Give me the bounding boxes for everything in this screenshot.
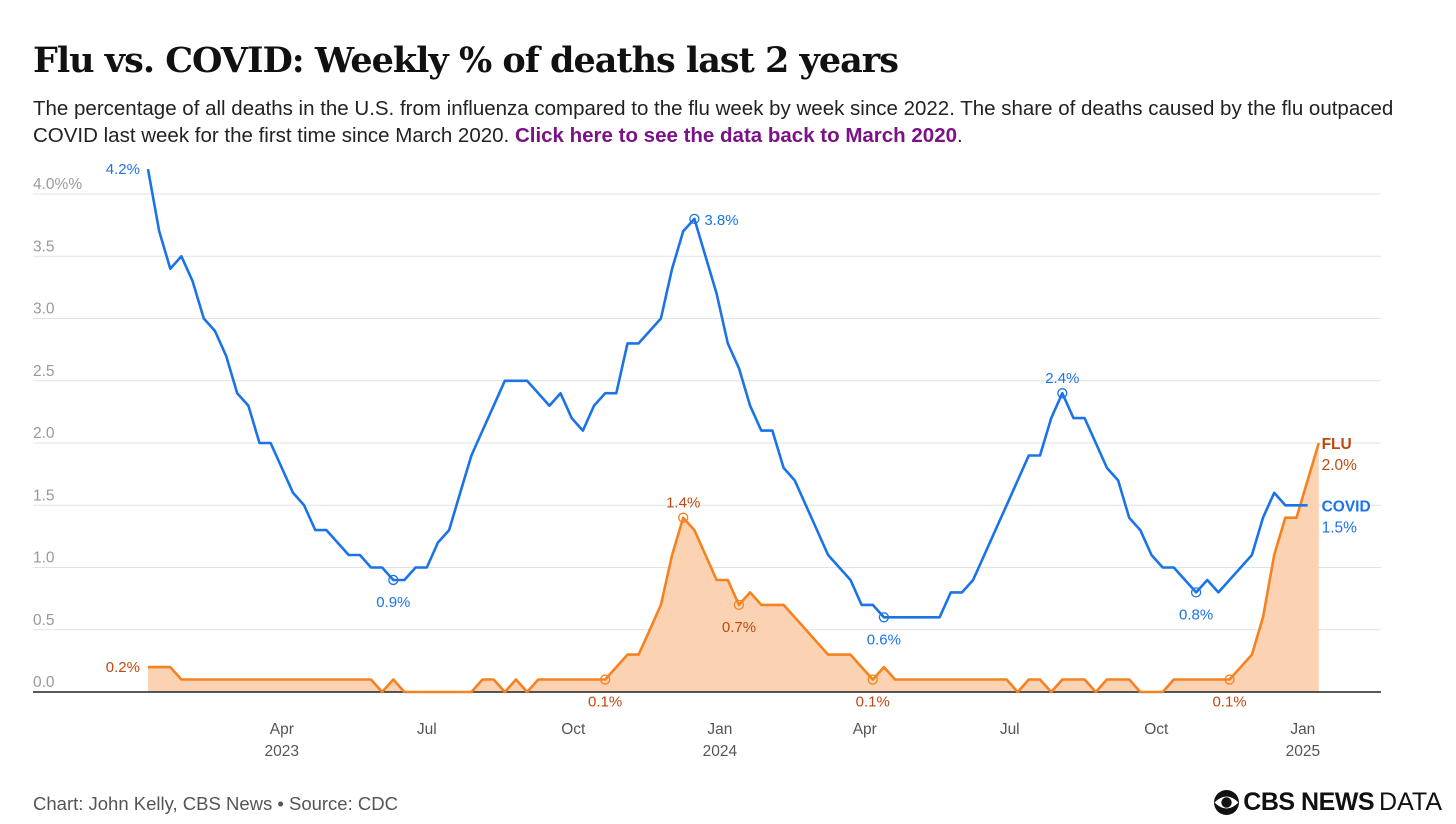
y-tick-label: 1.0 — [33, 550, 55, 567]
data-label: 1.4% — [666, 495, 700, 512]
data-label: 2.4% — [1045, 370, 1079, 387]
y-tick-label: 3.0 — [33, 301, 55, 318]
flu-series-label: FLU — [1322, 436, 1352, 453]
axis-ticks: 0.0 0.5 1.0 1.5 2.0 2.5 3.0 3.5 4.0%% Apr 2023 Jul O… — [33, 176, 1320, 760]
data-label: 3.8% — [704, 212, 738, 229]
x-tick-year-label: 2024 — [703, 743, 738, 760]
point-marker — [388, 574, 399, 586]
data-label: 4.2% — [106, 161, 140, 178]
point-marker — [1057, 388, 1068, 399]
source-credit: Chart: John Kelly, CBS News • Source: CD… — [33, 793, 398, 814]
subtitle-period: . — [957, 124, 963, 147]
x-tick-label: Jul — [1000, 721, 1020, 738]
y-tick-label: 1.5 — [33, 487, 55, 504]
data-label: 0.1% — [856, 694, 890, 711]
cbs-eye-icon — [1214, 790, 1240, 815]
x-tick-year-label: 2025 — [1286, 743, 1320, 760]
point-marker — [733, 599, 745, 610]
data-label: 0.2% — [106, 659, 140, 676]
covid-series-label: COVID — [1322, 498, 1371, 515]
flu-area — [148, 443, 1319, 692]
x-tick-label: Jul — [417, 721, 437, 738]
point-marker — [1190, 587, 1202, 598]
chart-title: Flu vs. COVID: Weekly % of deaths last 2… — [33, 40, 899, 81]
point-marker — [678, 512, 689, 523]
y-tick-label: 2.5 — [33, 363, 55, 380]
y-tick-label: 0.0 — [33, 674, 55, 691]
x-tick-label: Oct — [1144, 721, 1169, 738]
data-label: 0.1% — [588, 694, 622, 711]
x-tick-label: Jan — [1290, 721, 1315, 738]
x-tick-label: Jan — [707, 721, 732, 738]
brand-suffix: DATA — [1379, 788, 1442, 816]
flu-line — [148, 442, 1321, 694]
x-tick-label: Apr — [853, 721, 877, 738]
point-marker — [689, 213, 700, 225]
data-labels: 4.2% 0.9% 3.8% 0.6% 2.4% 0.8% 0.2% 0.1% 1.4% 0.7%… — [106, 161, 1371, 710]
brand-name: CBS NEWS — [1243, 788, 1375, 816]
point-markers — [388, 213, 1235, 685]
y-tick-label: 2.0 — [33, 425, 55, 442]
point-marker — [867, 674, 878, 685]
y-tick-label: 4.0%% — [33, 176, 82, 193]
data-link[interactable]: Click here to see the data back to March… — [514, 124, 958, 147]
data-label: 0.6% — [867, 631, 901, 648]
flu-series-value: 2.0% — [1322, 457, 1358, 474]
data-label: 0.7% — [722, 619, 756, 636]
y-tick-label: 0.5 — [33, 612, 55, 629]
point-marker — [878, 612, 890, 623]
series-lines — [146, 168, 1321, 694]
x-tick-year-label: 2023 — [265, 743, 299, 760]
flu-area-layer — [148, 443, 1319, 692]
data-label: 0.9% — [376, 594, 410, 611]
covid-series-value: 1.5% — [1322, 519, 1358, 536]
point-marker — [1224, 674, 1235, 685]
data-label: 0.1% — [1212, 694, 1246, 711]
point-marker — [600, 674, 611, 685]
y-tick-label: 3.5 — [33, 238, 55, 255]
subtitle-text: The percentage of all deaths in the U.S.… — [33, 97, 1394, 147]
chart-subtitle: The percentage of all deaths in the U.S.… — [33, 95, 1443, 149]
covid-line — [146, 168, 1308, 619]
data-label: 0.8% — [1179, 606, 1213, 623]
brand-logo: CBS NEWS DATA — [1213, 788, 1442, 817]
x-tick-label: Apr — [270, 721, 294, 738]
x-tick-label: Oct — [561, 721, 586, 738]
